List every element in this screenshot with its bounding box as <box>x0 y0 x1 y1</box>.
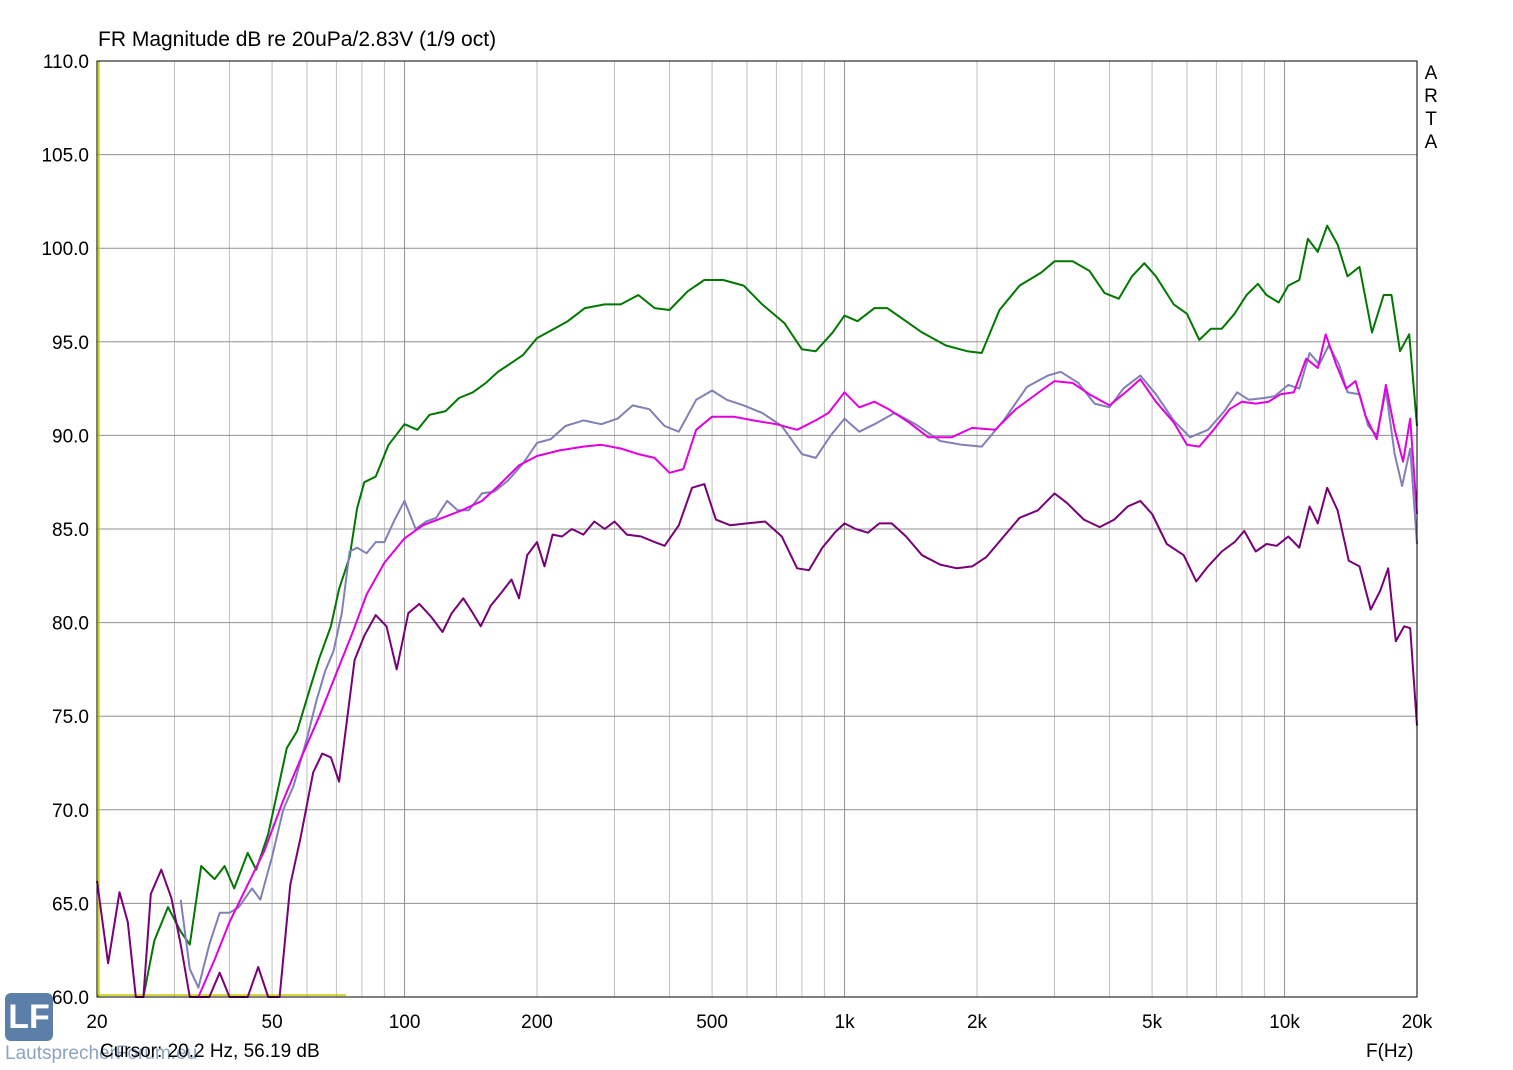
x-tick-label: 200 <box>521 1012 553 1033</box>
y-tick-label: 100.0 <box>41 239 89 260</box>
x-tick-label: 500 <box>696 1012 728 1033</box>
y-tick-label: 65.0 <box>52 894 89 915</box>
y-tick-label: 75.0 <box>52 707 89 728</box>
site-logo: LF <box>5 993 53 1041</box>
y-tick-label: 85.0 <box>52 520 89 541</box>
y-tick-label: 60.0 <box>52 988 89 1009</box>
side-label-char: A <box>1424 63 1438 84</box>
side-label-char: T <box>1425 109 1437 130</box>
plot-frame <box>96 60 1418 998</box>
series-line-2 <box>179 344 1418 989</box>
x-tick-label: 10k <box>1269 1012 1300 1033</box>
x-tick-label: 2k <box>967 1012 988 1033</box>
site-name: LautsprecherForum.eu <box>5 1043 198 1064</box>
cursor-readout: Cursor: 20.2 Hz, 56.19 dB <box>100 1041 320 1062</box>
series-line-4 <box>96 483 1418 998</box>
y-tick-label: 105.0 <box>41 146 89 167</box>
y-tick-label: 90.0 <box>52 426 89 447</box>
x-tick-label: 100 <box>389 1012 421 1033</box>
y-axis-ticks: 60.0 65.0 70.0 75.0 80.0 85.0 90.0 95.0 100.0 105… <box>41 52 89 1009</box>
site-watermark: LF LautsprecherForum.eu <box>5 993 255 1068</box>
y-tick-label: 80.0 <box>52 614 89 635</box>
x-tick-label: 20 <box>86 1012 107 1033</box>
x-tick-label: 50 <box>262 1012 283 1033</box>
y-tick-label: 70.0 <box>52 801 89 822</box>
arta-side-label: A R T A <box>1421 62 1441 154</box>
series-line-1 <box>142 224 1418 998</box>
cursor-marker <box>97 61 346 997</box>
x-axis-label: F(Hz) <box>1366 1041 1414 1062</box>
series-line-3 <box>197 333 1418 998</box>
grid-lines <box>97 60 1417 998</box>
x-tick-label: 1k <box>835 1012 856 1033</box>
chart-title: FR Magnitude dB re 20uPa/2.83V (1/9 oct) <box>98 28 497 51</box>
series-lines <box>96 224 1418 998</box>
side-label-char: A <box>1424 132 1438 153</box>
x-axis-ticks: 20 50 100 200 500 1k 2k 5k 10k 20k <box>86 1012 1432 1033</box>
x-tick-label: 5k <box>1142 1012 1163 1033</box>
y-tick-label: 95.0 <box>52 333 89 354</box>
side-label-char: R <box>1424 86 1438 107</box>
y-tick-label: 110.0 <box>43 52 89 73</box>
x-tick-label: 20k <box>1402 1012 1433 1033</box>
